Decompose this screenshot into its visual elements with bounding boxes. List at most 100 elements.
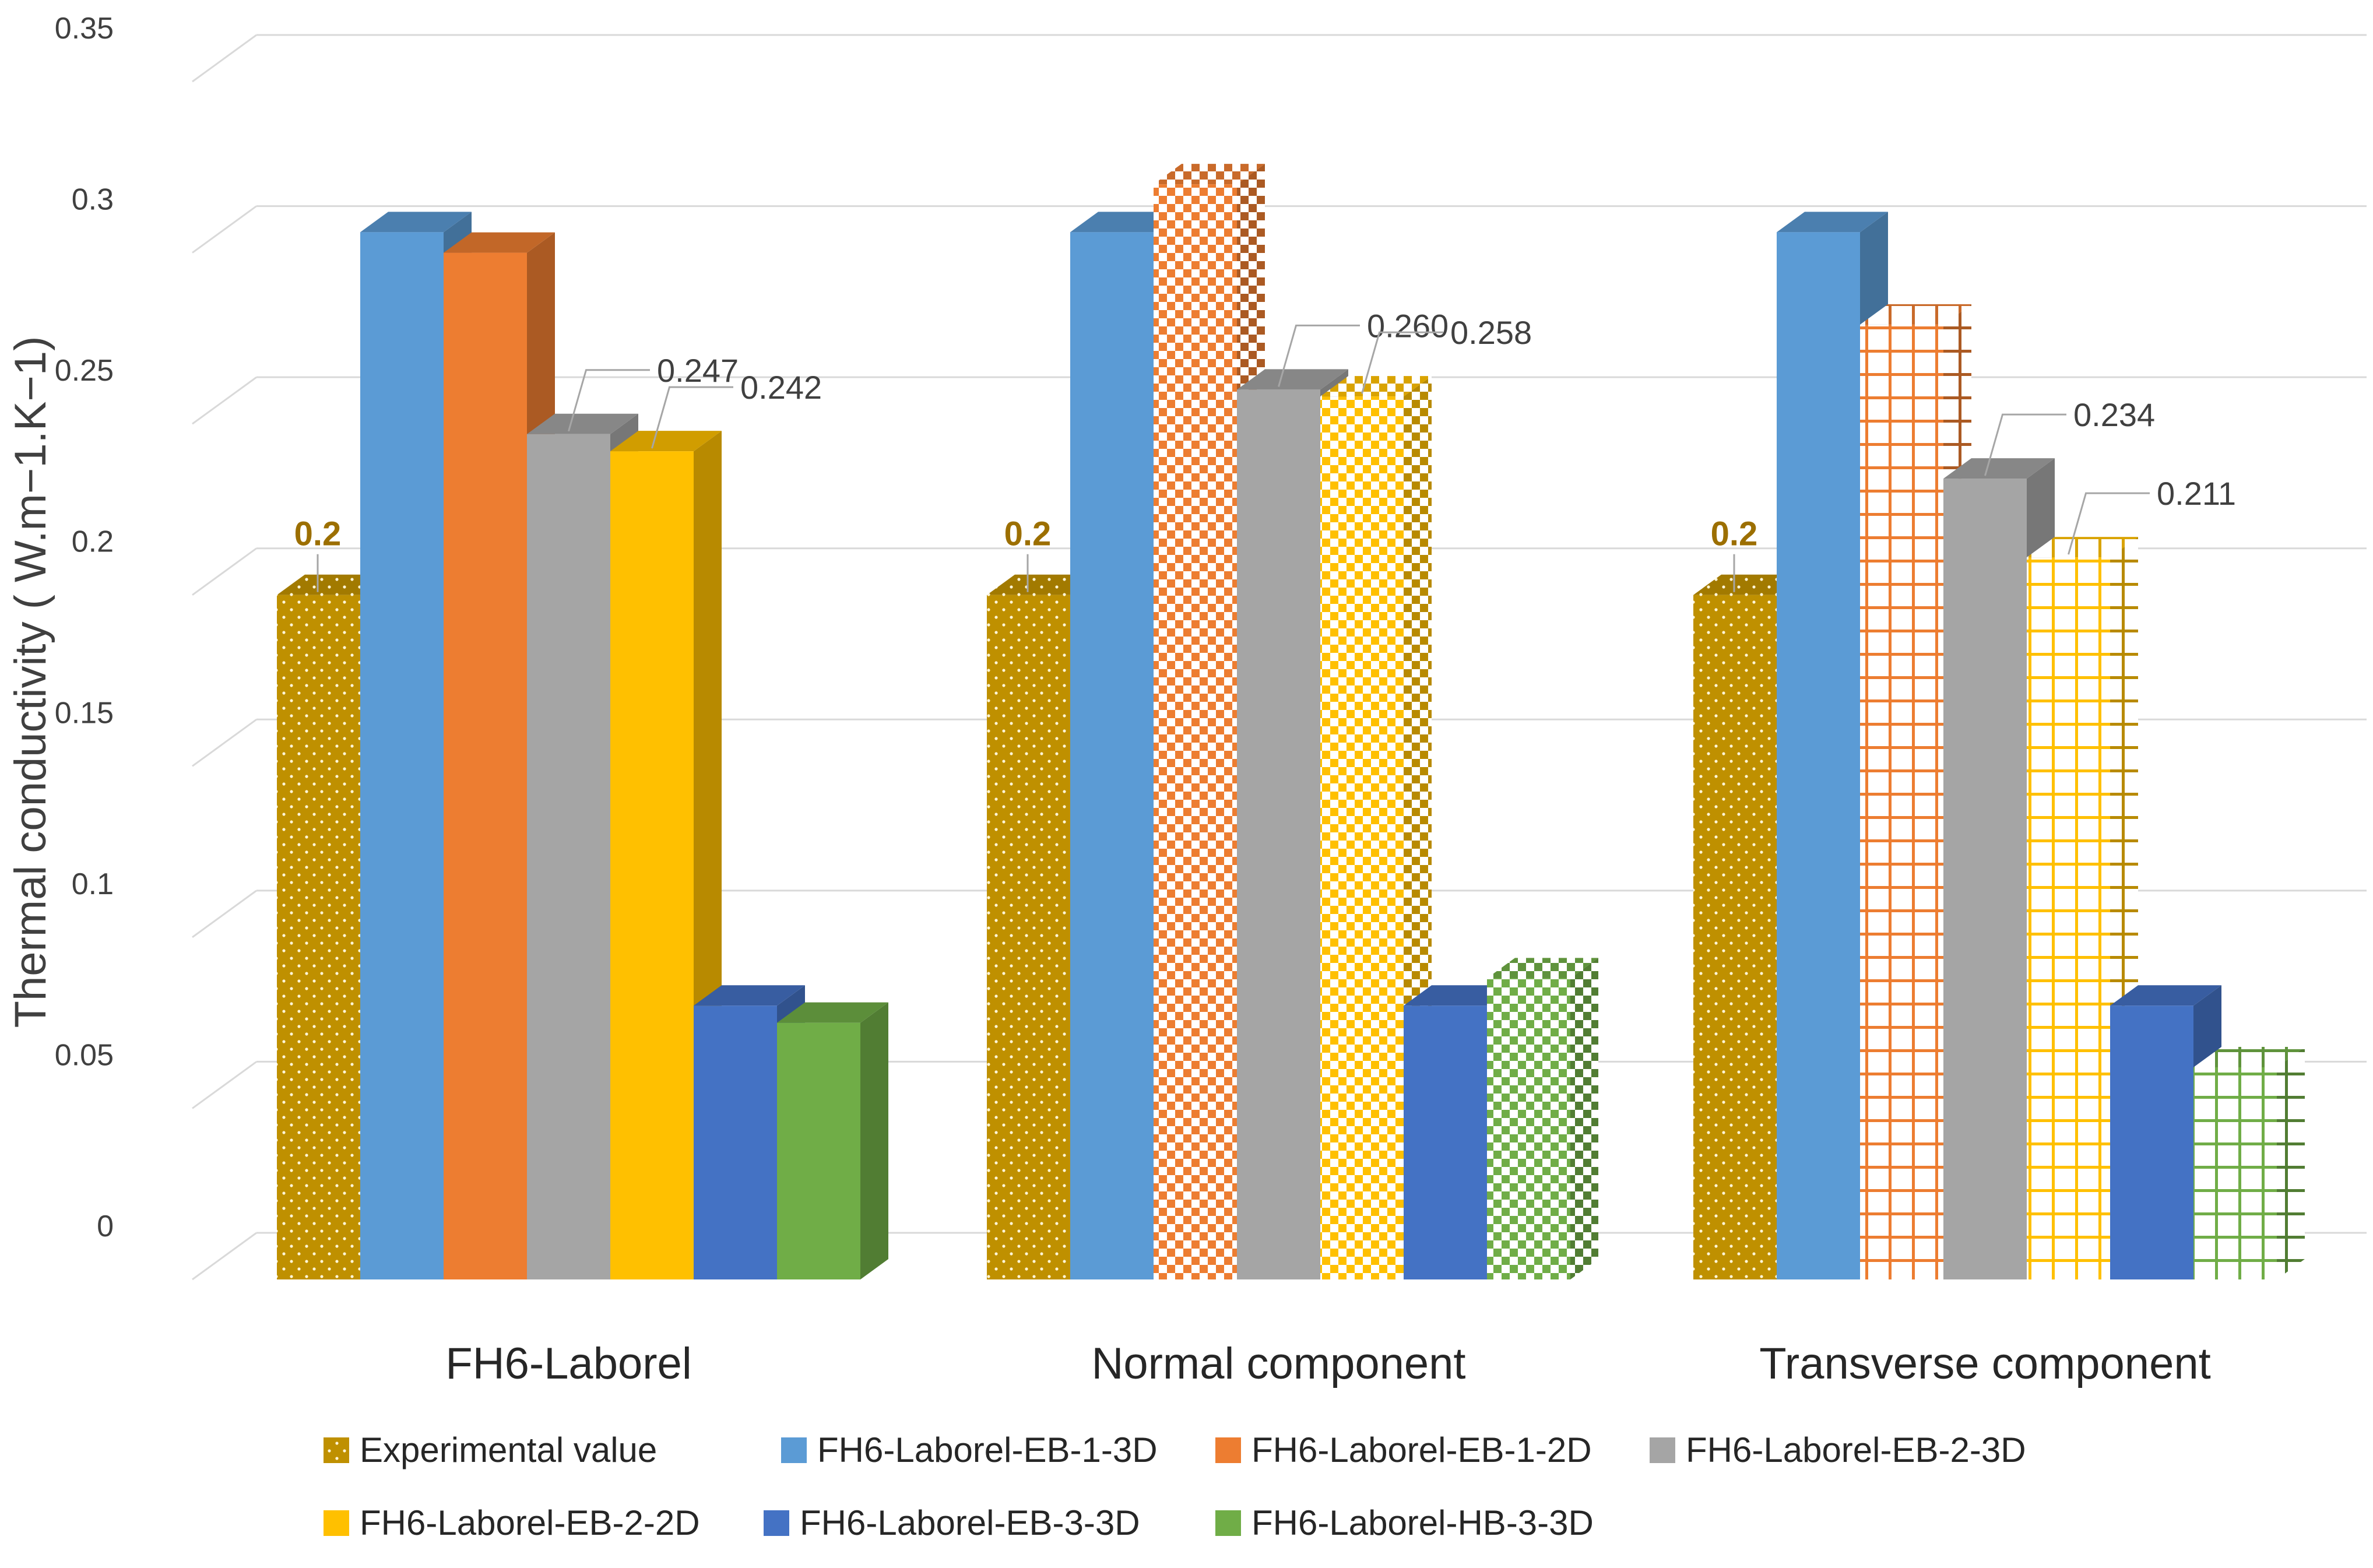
y-tick-label: 0.1 bbox=[72, 867, 114, 901]
data-label: 0.242 bbox=[740, 369, 822, 406]
gridline-diag bbox=[192, 890, 257, 938]
bar bbox=[777, 1002, 888, 1279]
bar-top bbox=[1154, 164, 1265, 185]
legend-label: FH6-Laborel-HB-3-3D bbox=[1251, 1503, 1594, 1542]
bar-top bbox=[2193, 1046, 2305, 1067]
bar-front bbox=[1154, 184, 1237, 1280]
legend-item: FH6-Laborel-EB-2-3D bbox=[1650, 1430, 2026, 1469]
data-label: 0.260 bbox=[1367, 307, 1449, 344]
bar-top bbox=[694, 985, 805, 1006]
gridline-diag bbox=[192, 34, 257, 83]
bar-front bbox=[1860, 324, 1943, 1280]
bars bbox=[277, 164, 2305, 1280]
legend: Experimental value FH6-Laborel-EB-1-3D FH6… bbox=[324, 1430, 2026, 1542]
data-label: 0.234 bbox=[2073, 396, 2155, 433]
legend-item: Experimental value bbox=[324, 1430, 657, 1469]
bar-side bbox=[860, 1002, 888, 1279]
legend-item: FH6-Laborel-EB-1-3D bbox=[781, 1430, 1158, 1469]
legend-swatch bbox=[1215, 1437, 1241, 1463]
y-tick-label: 0.05 bbox=[55, 1038, 114, 1072]
bar-front bbox=[1070, 232, 1154, 1279]
bar-top bbox=[1943, 458, 2055, 479]
bar-front bbox=[1777, 232, 1860, 1279]
bar-side bbox=[1570, 958, 1598, 1279]
bar-front bbox=[2193, 1067, 2277, 1279]
y-axis-label: Thermal conductivity ( W.m−1.K−1) bbox=[6, 336, 55, 1028]
legend-swatch bbox=[1650, 1437, 1675, 1463]
bar-front bbox=[1943, 479, 2027, 1279]
bar-top bbox=[2110, 985, 2221, 1006]
y-tick-label: 0.35 bbox=[55, 12, 114, 45]
bar-top bbox=[527, 413, 638, 434]
data-label: 0.2 bbox=[1711, 515, 1758, 553]
label-leader bbox=[568, 369, 650, 432]
legend-label: FH6-Laborel-EB-3-3D bbox=[800, 1503, 1140, 1542]
gridline-diag bbox=[192, 1061, 257, 1109]
gridline-diag bbox=[192, 376, 257, 425]
bar-top bbox=[1860, 304, 1971, 325]
legend-swatch bbox=[324, 1510, 349, 1536]
bar-front bbox=[694, 1006, 777, 1279]
legend-item: FH6-Laborel-EB-3-3D bbox=[764, 1503, 1140, 1542]
bar-front bbox=[1237, 389, 1320, 1279]
bar-front bbox=[610, 451, 694, 1279]
bar-top bbox=[444, 232, 555, 253]
label-leader bbox=[1361, 331, 1443, 394]
y-tick-label: 0.3 bbox=[72, 183, 114, 217]
data-labels: 0.2 0.2 0.2 0.247 0.260 0.234 0.242 0.258 0.211 bbox=[294, 307, 2236, 592]
bar-top bbox=[1777, 212, 1888, 233]
bar-top bbox=[1320, 376, 1432, 397]
category-labels: FH6-Laborel Normal component Transverse co… bbox=[445, 1339, 2210, 1388]
bar-front bbox=[1404, 1006, 1487, 1279]
bar-front bbox=[2027, 557, 2110, 1279]
legend-label: Experimental value bbox=[360, 1430, 657, 1469]
bar-front bbox=[1487, 978, 1570, 1279]
bar-front bbox=[777, 1022, 860, 1279]
bar-top bbox=[1237, 369, 1348, 390]
legend-item: FH6-Laborel-EB-1-2D bbox=[1215, 1430, 1592, 1469]
bar-front bbox=[277, 595, 360, 1279]
legend-item: FH6-Laborel-EB-2-2D bbox=[324, 1503, 700, 1542]
label-leader bbox=[651, 386, 733, 449]
bar bbox=[1487, 958, 1598, 1279]
bar-front bbox=[360, 232, 444, 1279]
legend-label: FH6-Laborel-EB-2-2D bbox=[360, 1503, 700, 1542]
bar-top bbox=[610, 431, 722, 452]
bar-front bbox=[2110, 1006, 2193, 1279]
legend-swatch bbox=[764, 1510, 789, 1536]
bar-top bbox=[2027, 537, 2138, 558]
data-label: 0.2 bbox=[1004, 515, 1052, 553]
legend-label: FH6-Laborel-EB-1-2D bbox=[1251, 1430, 1592, 1469]
category-label: FH6-Laborel bbox=[445, 1339, 691, 1388]
y-tick-label: 0 bbox=[97, 1210, 114, 1243]
data-label: 0.247 bbox=[657, 352, 739, 389]
bar-top bbox=[777, 1002, 888, 1023]
y-tick-label: 0.2 bbox=[72, 525, 114, 559]
gridline-diag bbox=[192, 1232, 257, 1281]
bar bbox=[1320, 376, 1432, 1280]
category-label: Normal component bbox=[1091, 1339, 1465, 1388]
bar-side bbox=[2277, 1046, 2305, 1279]
legend-label: FH6-Laborel-EB-2-3D bbox=[1686, 1430, 2026, 1469]
bar-top bbox=[360, 212, 472, 233]
label-leader bbox=[1984, 413, 2066, 476]
bar-front bbox=[527, 434, 610, 1280]
data-label: 0.211 bbox=[2157, 475, 2236, 512]
label-leader bbox=[2068, 492, 2150, 555]
legend-item: FH6-Laborel-HB-3-3D bbox=[1215, 1503, 1594, 1542]
legend-swatch bbox=[324, 1437, 349, 1463]
category-label: Transverse component bbox=[1759, 1339, 2210, 1388]
bar-front bbox=[987, 595, 1070, 1279]
y-axis-ticks: 0 0.05 0.1 0.15 0.2 0.25 0.3 0.35 bbox=[55, 12, 114, 1243]
legend-label: FH6-Laborel-EB-1-3D bbox=[817, 1430, 1158, 1469]
data-label: 0.258 bbox=[1450, 314, 1532, 351]
bar-top bbox=[1487, 958, 1598, 979]
gridline-diag bbox=[192, 547, 257, 596]
label-leader bbox=[1278, 324, 1360, 387]
y-tick-label: 0.15 bbox=[55, 696, 114, 730]
legend-swatch bbox=[781, 1437, 807, 1463]
data-label: 0.2 bbox=[294, 515, 342, 553]
bar bbox=[2193, 1046, 2305, 1279]
y-tick-label: 0.25 bbox=[55, 354, 114, 388]
